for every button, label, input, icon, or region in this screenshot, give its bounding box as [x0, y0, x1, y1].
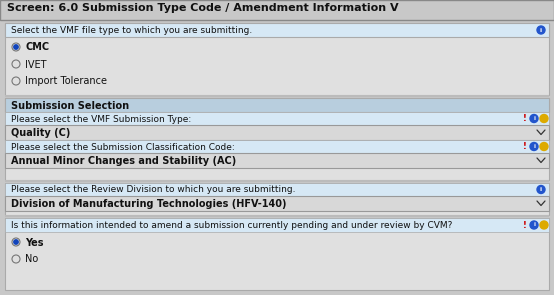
Bar	[5, 153, 549, 168]
Text: Screen: 6.0 Submission Type Code / Amendment Information V: Screen: 6.0 Submission Type Code / Amend…	[7, 3, 399, 13]
Text: No: No	[25, 255, 38, 265]
Bar	[5, 183, 549, 196]
Bar	[5, 196, 549, 211]
Bar	[5, 180, 549, 182]
Bar	[5, 183, 549, 215]
Text: Import Tolerance: Import Tolerance	[25, 76, 107, 86]
Bar	[5, 215, 549, 217]
Text: !: !	[523, 114, 527, 123]
Circle shape	[14, 45, 18, 49]
Bar	[5, 23, 549, 37]
Bar	[5, 125, 549, 140]
Circle shape	[537, 26, 545, 34]
Bar	[5, 140, 549, 153]
Bar	[5, 218, 549, 290]
Text: Yes: Yes	[25, 237, 44, 248]
Text: i: i	[540, 187, 542, 192]
Text: Is this information intended to amend a submission currently pending and under r: Is this information intended to amend a …	[11, 220, 453, 230]
Bar	[5, 23, 549, 95]
Text: Division of Manufacturing Technologies (HFV-140): Division of Manufacturing Technologies (…	[11, 199, 286, 209]
Circle shape	[540, 142, 548, 150]
Text: Select the VMF file type to which you are submitting.: Select the VMF file type to which you ar…	[11, 26, 252, 35]
Text: IVET: IVET	[25, 60, 47, 70]
Bar	[5, 112, 549, 125]
Circle shape	[540, 114, 548, 122]
Bar	[0, 0, 554, 20]
Circle shape	[530, 114, 538, 122]
Text: i: i	[533, 116, 535, 121]
Text: i: i	[533, 222, 535, 227]
Circle shape	[540, 221, 548, 229]
Text: CMC: CMC	[25, 42, 49, 53]
Text: !: !	[523, 142, 527, 151]
Circle shape	[530, 142, 538, 150]
Text: Please select the Review Division to which you are submitting.: Please select the Review Division to whi…	[11, 186, 295, 194]
Bar	[5, 218, 549, 232]
Bar	[5, 95, 549, 97]
Circle shape	[537, 186, 545, 194]
Text: i: i	[533, 144, 535, 149]
Text: Annual Minor Changes and Stability (AC): Annual Minor Changes and Stability (AC)	[11, 156, 236, 166]
Text: !: !	[523, 220, 527, 230]
Text: Please select the Submission Classification Code:: Please select the Submission Classificat…	[11, 142, 235, 152]
Text: Quality (C): Quality (C)	[11, 128, 70, 138]
Bar	[5, 98, 549, 112]
Text: Submission Selection: Submission Selection	[11, 101, 129, 111]
Text: Please select the VMF Submission Type:: Please select the VMF Submission Type:	[11, 114, 191, 124]
Text: i: i	[540, 27, 542, 32]
Bar	[5, 98, 549, 180]
Circle shape	[14, 240, 18, 244]
Circle shape	[530, 221, 538, 229]
